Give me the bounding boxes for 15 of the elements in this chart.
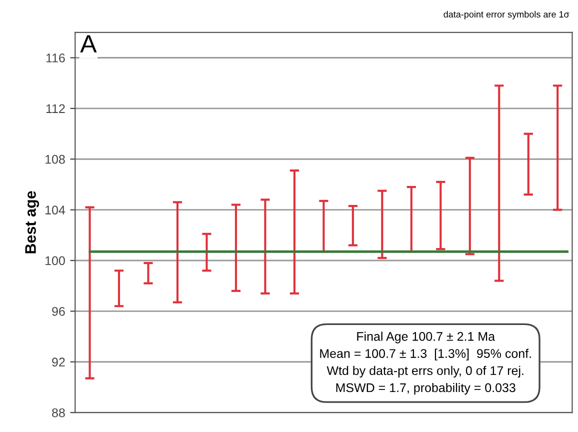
y-tick-label: 108 bbox=[46, 154, 65, 164]
annotation: Wtd by data-pt errs only, 0 of 17 rej. bbox=[326, 366, 524, 378]
y-tick-label: 88 bbox=[52, 408, 65, 418]
annotation: Final Age 100.7 ± 2.1 Ma bbox=[357, 332, 496, 344]
text: data-point error symbols are 1σ bbox=[444, 10, 570, 20]
y-tick-label: 116 bbox=[46, 54, 65, 62]
y-tick-label: 92 bbox=[52, 358, 65, 367]
annotation: A bbox=[80, 35, 97, 52]
y-tick-label: 96 bbox=[52, 306, 65, 316]
y-tick-label: 112 bbox=[46, 104, 65, 113]
annotation: Mean = 100.7 ± 1.3 [1.3%] 95% conf. bbox=[320, 348, 531, 360]
y-tick-label: 100 bbox=[46, 256, 65, 266]
y-tick-label: 104 bbox=[46, 206, 66, 214]
y-axis-title: Best age bbox=[25, 191, 40, 254]
annotation: MSWD = 1.7, probability = 0.033 bbox=[336, 382, 516, 395]
